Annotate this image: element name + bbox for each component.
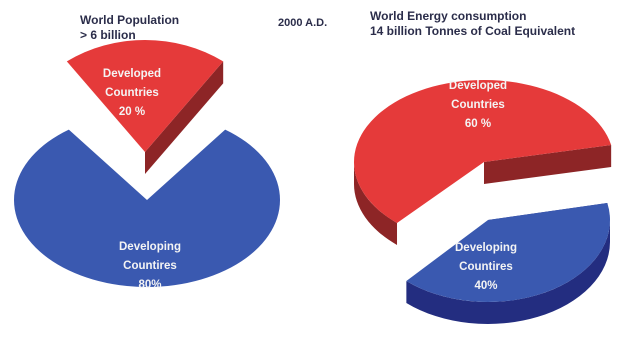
population-title: World Population > 6 billion — [80, 13, 179, 43]
year-label: 2000 A.D. — [278, 17, 328, 29]
developing-slice — [14, 129, 281, 287]
developed-label: Developed Countries 20 % — [103, 68, 161, 118]
developing-label: Developing Countires 40% — [455, 242, 517, 292]
developing-slice-side — [406, 220, 610, 324]
developed-slice — [353, 79, 612, 245]
developed-label-line: Countries — [105, 87, 159, 99]
developed-label: Developed Countries 60 % — [449, 80, 507, 130]
developing-label: Developing Countires 80% — [119, 241, 181, 291]
developing-label-line: Countires — [459, 261, 513, 273]
developing-slice — [406, 202, 610, 324]
developed-slice-wall — [484, 144, 612, 184]
population-title-line2: > 6 billion — [80, 28, 136, 42]
energy-title: World Energy consumption 14 billion Tonn… — [370, 9, 575, 39]
developed-slice-wall — [145, 61, 224, 175]
population-title-line1: World Population — [80, 13, 180, 27]
developing-label-line: Developing — [455, 242, 517, 254]
developing-label-line: 40% — [474, 280, 497, 292]
population-pie-chart: Developed Countries 20 % Developing Countire… — [14, 39, 281, 291]
developed-label-line: Countries — [451, 99, 505, 111]
developed-slice — [66, 39, 224, 175]
developing-label-line: Developing — [119, 241, 181, 253]
developed-slice-top — [66, 39, 224, 152]
developing-slice-top — [406, 202, 610, 302]
developed-label-line: 60 % — [465, 118, 491, 130]
developing-slice-top — [14, 129, 281, 287]
developed-label-line: 20 % — [119, 106, 145, 118]
energy-title-line2: 14 billion Tonnes of Coal Equivalent — [370, 24, 576, 38]
developed-label-line: Developed — [103, 68, 161, 80]
developed-slice-top — [353, 79, 612, 223]
developed-slice-side — [354, 162, 398, 245]
developing-label-line: 80% — [138, 279, 161, 291]
energy-pie-chart: Developed Countries 60 % Developing Countire… — [353, 79, 612, 324]
developed-label-line: Developed — [449, 80, 507, 92]
developing-label-line: Countires — [123, 260, 177, 272]
energy-title-line1: World Energy consumption — [370, 9, 527, 23]
